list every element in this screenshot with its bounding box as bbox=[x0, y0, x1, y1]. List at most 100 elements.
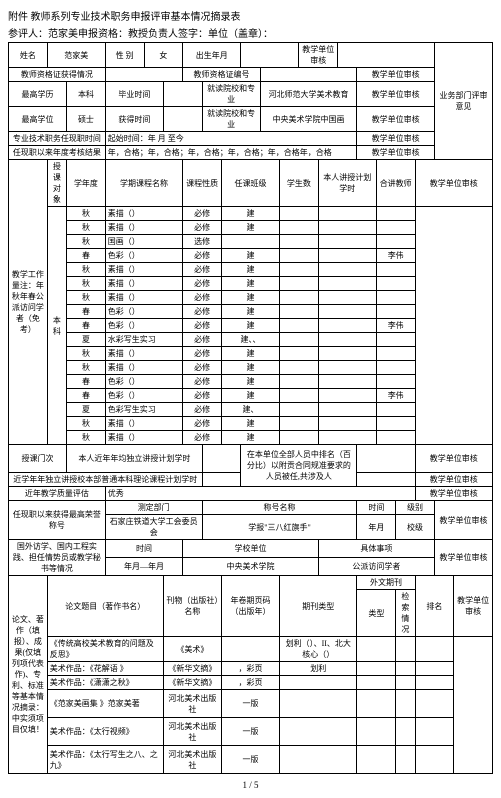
teach-class bbox=[221, 235, 279, 249]
val-name: 范家美 bbox=[47, 43, 105, 68]
teach-coteacher: 李伟 bbox=[376, 389, 415, 403]
label-sex: 性 别 bbox=[105, 43, 144, 68]
teach-nature: 必修 bbox=[183, 291, 222, 305]
label-award: 任现职以来获得最高荣誉称号 bbox=[9, 501, 106, 540]
teach-term: 秋 bbox=[67, 361, 106, 375]
th-visit-school: 学校单位 bbox=[183, 540, 319, 558]
teach-class: 建 bbox=[221, 347, 279, 361]
teach-class: 建、 bbox=[221, 403, 279, 417]
th-pub-type: 期刊类型 bbox=[280, 576, 357, 637]
th-hours: 本人讲授计划学时 bbox=[318, 160, 376, 207]
th-pub-journal: 刊物（出版社）名称 bbox=[163, 576, 221, 637]
val-visit-time: 年月—年月 bbox=[105, 558, 182, 576]
teach-class: 建 bbox=[221, 291, 279, 305]
pub-type: 划利 bbox=[280, 662, 357, 676]
th-students: 学生数 bbox=[280, 160, 319, 207]
th-target: 授课对象 bbox=[47, 160, 66, 207]
label-biz-opinion: 业务部门评审意见 bbox=[434, 43, 492, 160]
pub-title: 美术作品：《太行视频》 bbox=[47, 718, 163, 746]
teach-class: 建 bbox=[221, 431, 279, 445]
doc-title-2: 参评人：范家美申报资格：教授负责人签字：单位（盖章）： bbox=[8, 25, 493, 40]
teach-coteacher: 李伟 bbox=[376, 249, 415, 263]
th-award-name: 称号名称 bbox=[202, 501, 357, 515]
pub-journal: 《新华文摘》 bbox=[163, 662, 221, 676]
label-school1: 就读院校和专业 bbox=[202, 82, 260, 107]
label-pos-check: 教学单位审核 bbox=[357, 132, 434, 146]
label-cert: 教师资格证获得情况 bbox=[9, 68, 106, 82]
teach-class: 建 bbox=[221, 263, 279, 277]
teach-term: 秋 bbox=[67, 431, 106, 445]
teach-term: 夏 bbox=[67, 333, 106, 347]
val-award-name: 学报"三八红旗手" bbox=[202, 515, 357, 540]
teach-side-label: 教学工作量注：年秋年春公派访问学者（免考） bbox=[9, 160, 48, 445]
teach-coteacher: 李伟 bbox=[376, 319, 415, 333]
val-school1: 河北师范大学美术教育 bbox=[260, 82, 357, 107]
teach-course: 国画（） bbox=[105, 235, 182, 249]
teach-class: 建 bbox=[221, 221, 279, 235]
val-dob bbox=[241, 43, 299, 68]
pub-page: ，彩页 bbox=[221, 662, 279, 676]
val-cert bbox=[105, 68, 182, 82]
label-lectures-check: 教学单位审核 bbox=[415, 445, 492, 473]
label-unit-check: 教学单位审核 bbox=[299, 43, 338, 68]
teach-course: 素描（） bbox=[105, 263, 182, 277]
pub-page: 一版 bbox=[221, 746, 279, 774]
teach-nature: 必修 bbox=[183, 431, 222, 445]
teach-course: 色彩（） bbox=[105, 375, 182, 389]
teach-course: 素描（） bbox=[105, 207, 182, 221]
teach-term: 春 bbox=[67, 305, 106, 319]
label-visit: 国外访学、国内工程实践、担任情势员或教学秘书等情况 bbox=[9, 540, 106, 576]
label-school2: 就读院校和专业 bbox=[202, 107, 260, 132]
teach-course: 素描（） bbox=[105, 431, 182, 445]
th-year: 学年度 bbox=[67, 160, 106, 207]
pub-page: 一版 bbox=[221, 718, 279, 746]
val-award-level: 校级 bbox=[396, 515, 435, 540]
teach-class: 建 bbox=[221, 319, 279, 333]
teach-term: 秋 bbox=[67, 207, 106, 221]
th-pub-page: 年卷期页码（出版年） bbox=[221, 576, 279, 637]
th-pub-title: 论文题目（著作书名） bbox=[47, 576, 163, 637]
teach-nature: 必修 bbox=[183, 263, 222, 277]
label-degree-time: 获得时间 bbox=[105, 107, 163, 132]
pub-type: 划利（）、II、北大核心（） bbox=[280, 637, 357, 662]
teach-check bbox=[415, 207, 492, 445]
th-award-level: 级别 bbox=[396, 501, 435, 515]
label-cert-no: 教师资格证编号 bbox=[183, 68, 260, 82]
teach-level: 本科 bbox=[47, 207, 66, 445]
label-grad-time: 毕业时间 bbox=[105, 82, 163, 107]
teach-term: 秋 bbox=[67, 263, 106, 277]
teach-term: 春 bbox=[67, 389, 106, 403]
teach-class: 建 bbox=[221, 361, 279, 375]
val-edu: 本科 bbox=[67, 82, 106, 107]
pub-page bbox=[221, 637, 279, 662]
teach-course: 水彩写生实习 bbox=[105, 333, 182, 347]
th-visit-time: 时间 bbox=[105, 540, 182, 558]
val-eval: 优秀 bbox=[105, 487, 415, 501]
pub-title: 美术作品：《潇潇之秋》 bbox=[47, 676, 163, 690]
val-award-time: 年月 bbox=[357, 515, 396, 540]
teach-nature: 必修 bbox=[183, 249, 222, 263]
teach-nature: 必修 bbox=[183, 305, 222, 319]
main-table: 姓名 范家美 性 别 女 出生年月 教学单位审核 业务部门评审意见 教师资格证获… bbox=[8, 42, 493, 774]
th-pub-foreign-type: 类型 bbox=[357, 590, 396, 637]
teach-term: 春 bbox=[67, 375, 106, 389]
th-visit-check: 教学单位审核 bbox=[434, 540, 492, 576]
teach-class: 建 bbox=[221, 207, 279, 221]
val-award-dept: 石家庄铁道大学工会委员会 bbox=[105, 515, 202, 540]
val-visit-school: 中央美术学院 bbox=[183, 558, 319, 576]
teach-class: 建 bbox=[221, 389, 279, 403]
pub-journal: 河北美术出版社 bbox=[163, 690, 221, 718]
th-nature: 课程性质 bbox=[183, 160, 222, 207]
th-class: 任课班级 bbox=[221, 160, 279, 207]
val-sex: 女 bbox=[144, 43, 183, 68]
pub-page: ，彩页 bbox=[221, 676, 279, 690]
teach-term: 夏 bbox=[67, 403, 106, 417]
teach-nature: 必修 bbox=[183, 319, 222, 333]
pub-title: 《范家美画集 》范家美著 bbox=[47, 690, 163, 718]
pub-journal: 河北美术出版社 bbox=[163, 718, 221, 746]
teach-term: 秋 bbox=[67, 347, 106, 361]
val-grad-time bbox=[163, 82, 202, 107]
label-eval: 近年教学质量评估 bbox=[9, 487, 106, 501]
teach-nature: 必修 bbox=[183, 277, 222, 291]
label-edu-check: 教学单位审核 bbox=[357, 82, 434, 107]
